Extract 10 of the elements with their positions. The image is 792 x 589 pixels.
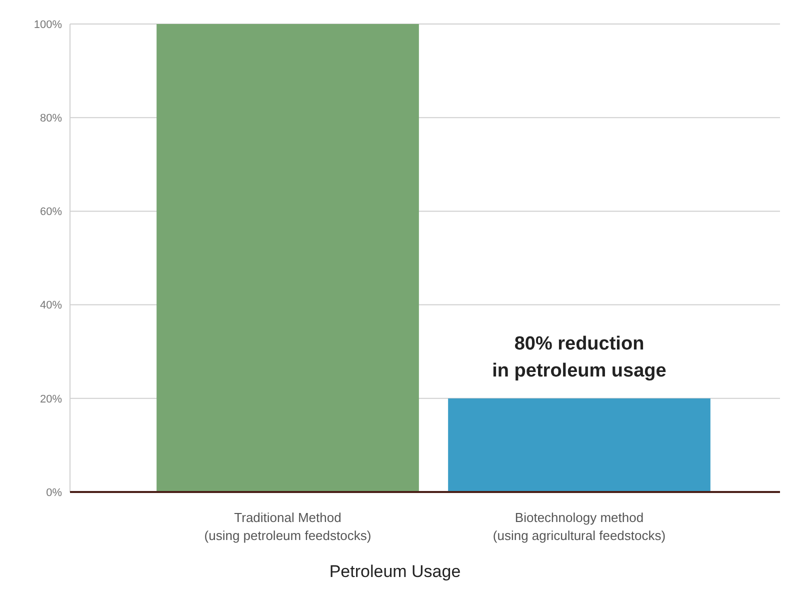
x-tick-label: Traditional Method (using petroleum feedstocks): [204, 510, 372, 543]
y-tick-label: 20%: [40, 393, 62, 406]
y-tick-label: 40%: [40, 300, 62, 312]
y-tick-label: 60%: [40, 206, 62, 218]
x-tick-label: Biotechnology method (using agricultural feedstocks): [492, 510, 666, 543]
y-tick-label: 0%: [46, 486, 62, 499]
y-tick-label: 80%: [40, 112, 62, 124]
y-tick-label: 100%: [34, 18, 62, 31]
annotation: 80% reduction in petroleum usage: [492, 333, 666, 382]
x-axis-title: Petroleum Usage: [329, 562, 461, 581]
